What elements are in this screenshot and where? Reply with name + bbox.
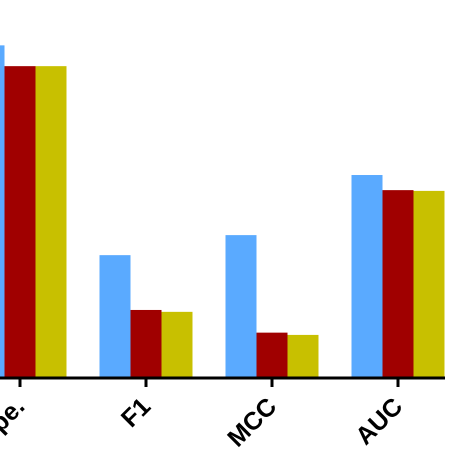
bar bbox=[35, 66, 67, 379]
bar bbox=[225, 235, 257, 378]
bar bbox=[256, 332, 288, 378]
bar bbox=[287, 334, 319, 378]
x-tick-label: MCC bbox=[222, 392, 282, 452]
bar bbox=[0, 45, 5, 379]
bar bbox=[351, 175, 383, 378]
bar bbox=[130, 309, 162, 378]
bar bbox=[413, 190, 445, 378]
bar bbox=[161, 311, 193, 378]
bar bbox=[4, 66, 36, 379]
x-tick-label: F1 bbox=[116, 392, 156, 432]
bar bbox=[99, 255, 131, 378]
bar bbox=[382, 190, 414, 378]
x-tick-label: AUC bbox=[350, 392, 408, 450]
x-tick-label: pe. bbox=[0, 392, 30, 437]
